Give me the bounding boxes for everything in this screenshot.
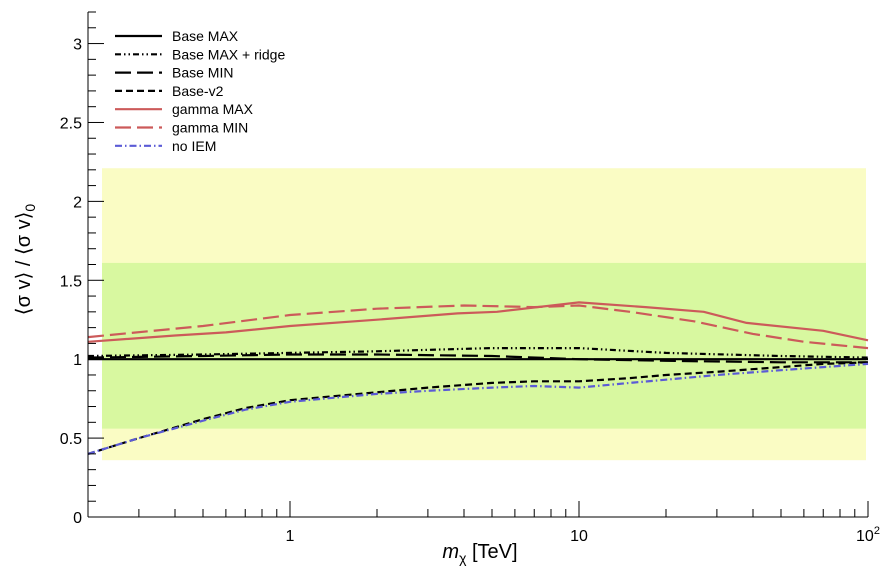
legend: Base MAX Base MAX + ridge Base MIN Base-v2 g… <box>115 28 285 154</box>
series-lines <box>87 301 869 455</box>
x-axis-title-unit: [TeV] <box>466 541 517 563</box>
legend-label: no IEM <box>172 138 216 154</box>
x-axis-title: mχ [TeV] <box>442 541 517 566</box>
x-tick-label: 10 <box>570 528 588 545</box>
x-tick-label-text: 10 <box>570 528 588 545</box>
series-line-base-v2 <box>87 361 869 455</box>
x-tick-label: 1 <box>286 528 295 545</box>
x-axis-title-main: m <box>442 541 459 563</box>
x-tick-label-exponent: 2 <box>874 525 880 537</box>
y-axis-title: ⟨σ v⟩ / ⟨σ v⟩0 <box>13 204 38 316</box>
legend-label: Base-v2 <box>172 83 224 99</box>
x-tick-label-text: 10 <box>856 528 874 545</box>
y-tick-label: 2.5 <box>60 115 82 132</box>
tick-labels: 00.511.522.531 10 102 <box>60 37 880 545</box>
y-axis-title-sub: 0 <box>22 204 38 212</box>
x-tick-label-text: 1 <box>286 528 295 545</box>
y-tick-label: 0 <box>73 510 82 527</box>
y-tick-label: 2 <box>73 194 82 211</box>
axis-ticks <box>87 11 869 518</box>
green-band <box>102 262 866 429</box>
y-axis-title-main: ⟨σ v⟩ / ⟨σ v⟩ <box>13 212 35 316</box>
series-line-base-min <box>87 353 868 364</box>
y-tick-label: 1.5 <box>60 273 82 290</box>
legend-label: gamma MAX <box>172 101 254 117</box>
x-axis-title-sub: χ <box>459 550 467 566</box>
series-line-gamma-max <box>87 301 869 343</box>
y-tick-label: 1 <box>73 352 82 369</box>
legend-label: Base MAX <box>172 28 239 44</box>
y-tick-label: 0.5 <box>60 431 82 448</box>
x-tick-label: 102 <box>856 525 880 545</box>
legend-label: Base MIN <box>172 65 233 81</box>
series-line-base-max-ridge <box>87 347 869 359</box>
legend-label: gamma MIN <box>172 120 248 136</box>
series-line-no-iem <box>87 362 869 455</box>
series-line-gamma-min <box>87 304 869 350</box>
y-tick-label: 3 <box>73 37 82 54</box>
legend-label: Base MAX + ridge <box>172 46 285 62</box>
